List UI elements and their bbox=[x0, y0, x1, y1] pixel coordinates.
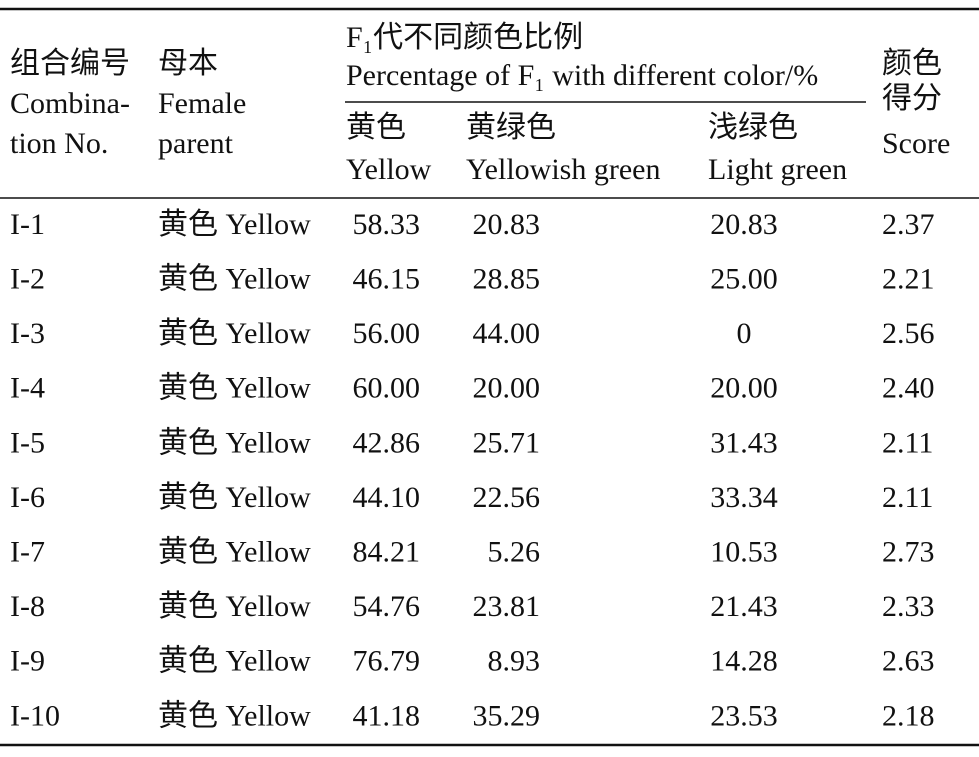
table-cell: 20.83 bbox=[710, 208, 778, 241]
table-cell: I-7 bbox=[10, 535, 45, 568]
table-cell: 2.18 bbox=[882, 699, 935, 732]
table-cell: 76.79 bbox=[353, 645, 421, 678]
table-cell: 58.33 bbox=[353, 208, 421, 241]
header-text: 浅绿色 bbox=[708, 111, 798, 144]
table-cell: 44.10 bbox=[353, 481, 421, 514]
table-cell: 28.85 bbox=[473, 262, 541, 295]
table-cell: I-2 bbox=[10, 262, 45, 295]
table-cell: 2.73 bbox=[882, 535, 935, 568]
table-cell: 20.00 bbox=[710, 372, 778, 405]
table-cell: 黄色 Yellow bbox=[158, 645, 311, 678]
header-text: parent bbox=[158, 127, 234, 160]
table-cell: 黄色 Yellow bbox=[158, 317, 311, 350]
table-cell: 黄色 Yellow bbox=[158, 699, 311, 732]
table-cell: 2.40 bbox=[882, 372, 935, 405]
table-cell: 5.26 bbox=[488, 535, 541, 568]
table-cell: 2.11 bbox=[882, 481, 933, 514]
table-cell: 10.53 bbox=[710, 535, 778, 568]
table-cell: 84.21 bbox=[353, 535, 421, 568]
table-cell: I-9 bbox=[10, 645, 45, 678]
header-text: 组合编号 bbox=[10, 47, 130, 80]
header-text: F₁代不同颜色比例 bbox=[346, 21, 583, 54]
table-cell: 31.43 bbox=[710, 426, 778, 459]
header-text: 母本 bbox=[158, 47, 218, 80]
table-cell: 黄色 Yellow bbox=[158, 426, 311, 459]
table-cell: I-6 bbox=[10, 481, 45, 514]
table-cell: 2.63 bbox=[882, 645, 935, 678]
table-cell: I-10 bbox=[10, 699, 60, 732]
table-cell: I-8 bbox=[10, 590, 45, 623]
table-cell: 44.00 bbox=[473, 317, 541, 350]
table-cell: 21.43 bbox=[710, 590, 778, 623]
header-text: 得分 bbox=[882, 82, 942, 115]
header-text: tion No. bbox=[10, 127, 108, 160]
table-cell: I-5 bbox=[10, 426, 45, 459]
header-text: 黄绿色 bbox=[466, 111, 556, 144]
table-cell: 黄色 Yellow bbox=[158, 208, 311, 241]
header-text: Yellowish green bbox=[466, 153, 660, 186]
table-cell: 42.86 bbox=[353, 426, 421, 459]
table-cell: 0 bbox=[737, 317, 752, 350]
table-cell: 2.37 bbox=[882, 208, 935, 241]
table-cell: 黄色 Yellow bbox=[158, 590, 311, 623]
header-text: Percentage of F₁ with different color/% bbox=[346, 59, 818, 92]
table-cell: I-4 bbox=[10, 372, 45, 405]
table-cell: 54.76 bbox=[353, 590, 421, 623]
table-cell: 2.21 bbox=[882, 262, 935, 295]
table-cell: 2.56 bbox=[882, 317, 935, 350]
table-cell: 25.00 bbox=[710, 262, 778, 295]
table-cell: 黄色 Yellow bbox=[158, 481, 311, 514]
header-text: 黄色 bbox=[346, 111, 406, 144]
header-text: Female bbox=[158, 87, 246, 120]
header-text: Light green bbox=[708, 153, 847, 186]
table-cell: 33.34 bbox=[710, 481, 778, 514]
table-cell: I-1 bbox=[10, 208, 45, 241]
table-cell: 56.00 bbox=[353, 317, 421, 350]
table-cell: 23.81 bbox=[473, 590, 541, 623]
table-cell: 14.28 bbox=[710, 645, 778, 678]
table-cell: 25.71 bbox=[473, 426, 541, 459]
table-cell: 20.00 bbox=[473, 372, 541, 405]
table-cell: 41.18 bbox=[353, 699, 421, 732]
table-cell: 8.93 bbox=[488, 645, 541, 678]
table-cell: I-3 bbox=[10, 317, 45, 350]
table-cell: 20.83 bbox=[473, 208, 541, 241]
header-text: Yellow bbox=[346, 153, 432, 186]
table-cell: 黄色 Yellow bbox=[158, 372, 311, 405]
header-text: Combina- bbox=[10, 87, 130, 120]
table-cell: 2.33 bbox=[882, 590, 935, 623]
table-cell: 60.00 bbox=[353, 372, 421, 405]
table-cell: 黄色 Yellow bbox=[158, 262, 311, 295]
table-cell: 35.29 bbox=[473, 699, 541, 732]
table-cell: 22.56 bbox=[473, 481, 541, 514]
table-cell: 黄色 Yellow bbox=[158, 535, 311, 568]
table-cell: 46.15 bbox=[353, 262, 421, 295]
header-text: Score bbox=[882, 127, 950, 160]
header-text: 颜色 bbox=[882, 47, 942, 80]
table-cell: 2.11 bbox=[882, 426, 933, 459]
table-cell: 23.53 bbox=[710, 699, 778, 732]
